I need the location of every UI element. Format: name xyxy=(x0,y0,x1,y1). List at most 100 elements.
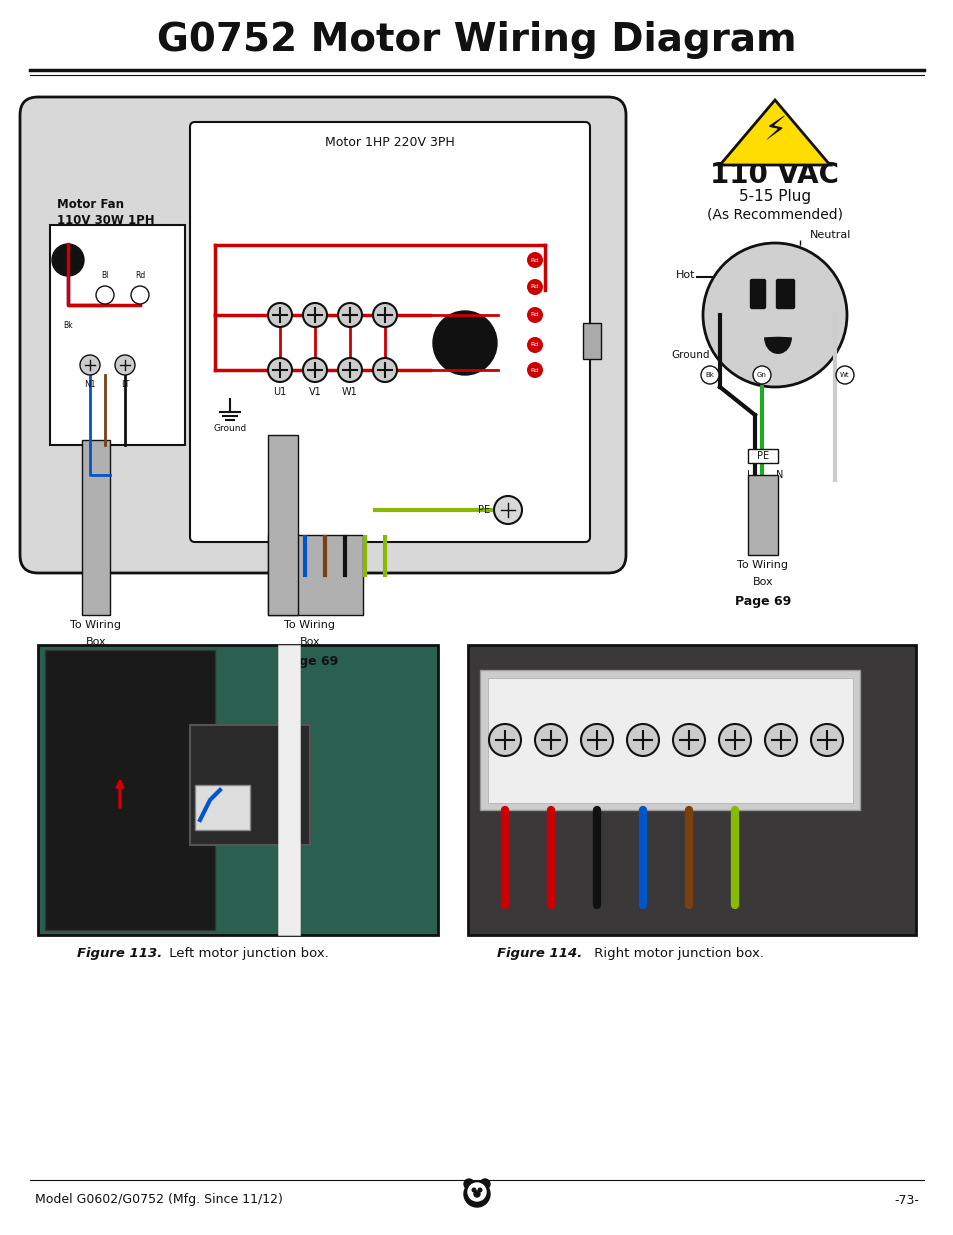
Circle shape xyxy=(268,303,292,327)
Text: Wt: Wt xyxy=(840,372,849,378)
Circle shape xyxy=(373,303,396,327)
Text: 110V 30W 1PH: 110V 30W 1PH xyxy=(57,214,154,226)
Bar xyxy=(268,435,297,615)
FancyBboxPatch shape xyxy=(776,279,794,309)
Circle shape xyxy=(489,724,520,756)
Text: L: L xyxy=(746,471,752,480)
Circle shape xyxy=(80,354,100,375)
Text: 5-15 Plug: 5-15 Plug xyxy=(739,189,810,205)
Text: N: N xyxy=(776,471,782,480)
Text: W1: W1 xyxy=(342,387,357,396)
Bar xyxy=(488,678,852,803)
Text: Gn: Gn xyxy=(757,372,766,378)
Text: ⚡: ⚡ xyxy=(762,114,786,147)
Text: Page 69: Page 69 xyxy=(281,655,337,668)
Circle shape xyxy=(303,303,327,327)
Bar xyxy=(747,450,778,463)
Circle shape xyxy=(700,366,719,384)
Circle shape xyxy=(337,303,361,327)
Polygon shape xyxy=(720,100,829,165)
Text: U1: U1 xyxy=(274,387,286,396)
Text: Motor 1HP 220V 3PH: Motor 1HP 220V 3PH xyxy=(325,137,455,149)
Circle shape xyxy=(115,354,135,375)
Text: To Wiring: To Wiring xyxy=(737,559,788,571)
Text: Right motor junction box.: Right motor junction box. xyxy=(589,947,763,960)
Circle shape xyxy=(535,724,566,756)
Text: Hot: Hot xyxy=(675,270,695,280)
Text: (As Recommended): (As Recommended) xyxy=(706,207,842,222)
Circle shape xyxy=(337,358,361,382)
Circle shape xyxy=(526,308,542,324)
Bar xyxy=(582,324,600,359)
Circle shape xyxy=(526,362,542,378)
Bar xyxy=(277,645,299,935)
Circle shape xyxy=(835,366,853,384)
Bar xyxy=(190,725,310,845)
Circle shape xyxy=(96,287,113,304)
Circle shape xyxy=(580,724,613,756)
Circle shape xyxy=(468,1183,485,1200)
Circle shape xyxy=(373,358,396,382)
Bar xyxy=(468,645,915,935)
Circle shape xyxy=(433,311,497,375)
Text: N1: N1 xyxy=(84,380,95,389)
Circle shape xyxy=(626,724,659,756)
Circle shape xyxy=(526,252,542,268)
Text: Rd: Rd xyxy=(530,284,538,289)
Text: 110 VAC: 110 VAC xyxy=(710,161,839,189)
Circle shape xyxy=(268,358,292,382)
FancyBboxPatch shape xyxy=(20,98,625,573)
Bar xyxy=(82,440,110,615)
Circle shape xyxy=(131,287,149,304)
Text: PE: PE xyxy=(756,451,768,461)
Bar xyxy=(38,645,437,935)
Text: Box: Box xyxy=(86,637,106,647)
Circle shape xyxy=(477,1188,481,1192)
Circle shape xyxy=(303,358,327,382)
Text: -73-: -73- xyxy=(893,1193,918,1207)
Text: Rd: Rd xyxy=(134,270,145,280)
Text: Bk: Bk xyxy=(705,372,714,378)
Text: Rd: Rd xyxy=(530,342,538,347)
Circle shape xyxy=(526,279,542,295)
Text: Ground: Ground xyxy=(213,424,247,433)
Text: Model G0602/G0752 (Mfg. Since 11/12): Model G0602/G0752 (Mfg. Since 11/12) xyxy=(35,1193,283,1207)
Text: Page 69: Page 69 xyxy=(68,655,124,668)
Text: Box: Box xyxy=(752,577,773,587)
Text: LT: LT xyxy=(121,380,129,389)
Text: Page 69: Page 69 xyxy=(734,595,790,608)
Text: Motor Fan: Motor Fan xyxy=(57,199,124,211)
Circle shape xyxy=(672,724,704,756)
Bar xyxy=(194,785,250,830)
Text: Figure 113.: Figure 113. xyxy=(77,947,162,960)
Text: To Wiring: To Wiring xyxy=(71,620,121,630)
Text: Rd: Rd xyxy=(530,368,538,373)
Circle shape xyxy=(810,724,842,756)
Circle shape xyxy=(472,1188,476,1192)
Circle shape xyxy=(463,1179,474,1189)
Circle shape xyxy=(463,1181,490,1207)
Bar xyxy=(747,475,778,555)
Text: Left motor junction box.: Left motor junction box. xyxy=(165,947,329,960)
Text: G0752 Motor Wiring Diagram: G0752 Motor Wiring Diagram xyxy=(157,21,796,59)
Text: PE: PE xyxy=(477,505,490,515)
Text: Rd: Rd xyxy=(530,312,538,317)
Circle shape xyxy=(526,337,542,353)
Text: Neutral: Neutral xyxy=(809,230,850,240)
Bar xyxy=(268,535,363,615)
Text: Box: Box xyxy=(299,637,320,647)
Text: V1: V1 xyxy=(309,387,321,396)
Text: Ground: Ground xyxy=(671,350,709,359)
Circle shape xyxy=(702,243,846,387)
Text: Figure 114.: Figure 114. xyxy=(497,947,582,960)
Bar xyxy=(50,225,185,445)
Text: Rd: Rd xyxy=(530,258,538,263)
FancyBboxPatch shape xyxy=(190,122,589,542)
Circle shape xyxy=(474,1191,479,1197)
Circle shape xyxy=(752,366,770,384)
Text: To Wiring: To Wiring xyxy=(284,620,335,630)
Bar xyxy=(479,671,859,810)
Text: Bl: Bl xyxy=(101,270,109,280)
Circle shape xyxy=(479,1179,490,1189)
Circle shape xyxy=(719,724,750,756)
